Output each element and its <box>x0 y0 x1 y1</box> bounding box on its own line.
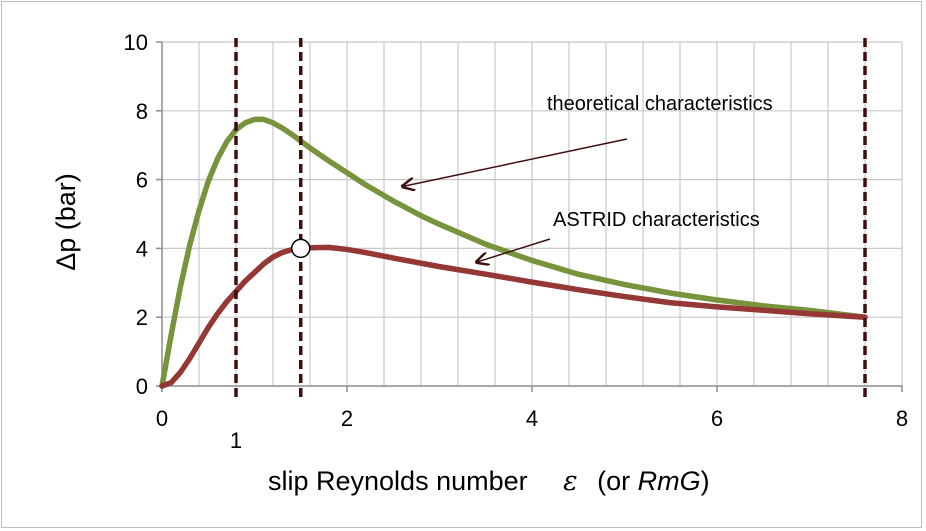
annotation-label-2: ASTRID characteristics <box>553 209 760 231</box>
y-tick-label: 8 <box>136 99 148 124</box>
y-tick-label: 2 <box>136 305 148 330</box>
series-lines <box>159 116 868 389</box>
series-line-1 <box>159 116 868 389</box>
annotation-arrow-1 <box>403 138 628 186</box>
x-axis-title-paren-close: ) <box>701 466 710 496</box>
axes <box>156 41 903 392</box>
x-axis-title-paren-open: (or <box>597 466 638 496</box>
tick-labels: 0 2 4 6 8 10 0 2 4 6 8 1 <box>124 30 909 453</box>
x-tick-label: 4 <box>526 406 538 431</box>
annotations: theoretical characteristics ASTRID charac… <box>403 93 773 262</box>
x-axis-title-main: slip Reynolds number <box>268 466 528 496</box>
x-tick-label: 8 <box>896 406 908 431</box>
x-axis-title-italic: RmG <box>638 466 701 496</box>
x-axis-title-symbol: ε <box>563 466 578 497</box>
gridlines <box>162 41 903 386</box>
vertical-markers <box>234 38 867 402</box>
x-tick-label: 0 <box>156 406 168 431</box>
y-tick-label: 4 <box>136 236 148 261</box>
annotation-arrow-2 <box>477 238 551 262</box>
y-tick-label: 0 <box>136 374 148 399</box>
operating-point-marker <box>291 238 311 259</box>
x-tick-label: 6 <box>711 406 723 431</box>
y-tick-label: 10 <box>124 30 148 55</box>
x-axis-title: slip Reynolds number ε (or RmG) <box>268 466 710 497</box>
y-axis-title: Δp (bar) <box>51 173 81 271</box>
y-tick-label: 6 <box>136 168 148 193</box>
annotation-label-1: theoretical characteristics <box>547 93 773 115</box>
x-extra-tick-label: 1 <box>230 428 242 453</box>
x-tick-label: 2 <box>341 406 353 431</box>
